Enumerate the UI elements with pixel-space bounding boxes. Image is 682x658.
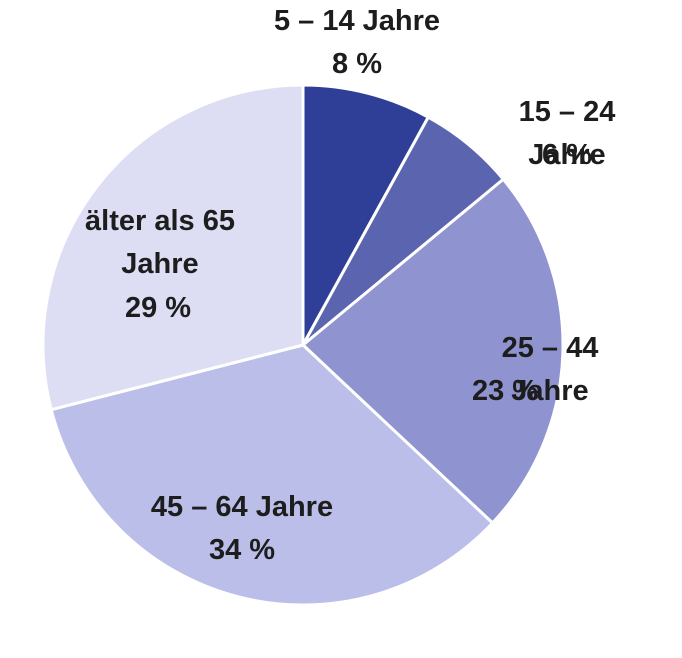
- pie-slice: [301, 83, 431, 346]
- value-label: 23 %: [471, 375, 539, 407]
- pie-slice: [49, 343, 495, 607]
- slice-label: 15 – 24 Jahre: [518, 96, 624, 171]
- value-label: 6 %: [542, 139, 592, 171]
- pie-slice: [300, 177, 565, 526]
- value-label: 34 %: [208, 534, 276, 566]
- pie-slice: [41, 83, 305, 412]
- slice-label: 5 – 14 Jahre: [273, 5, 441, 37]
- slice-label: älter als 65 Jahre: [85, 205, 244, 280]
- value-label: 29 %: [124, 292, 192, 324]
- slice-label: 25 – 44 Jahre: [501, 332, 615, 407]
- slice-label: 45 – 64 Jahre: [150, 491, 334, 523]
- value-label: 8 %: [332, 48, 382, 80]
